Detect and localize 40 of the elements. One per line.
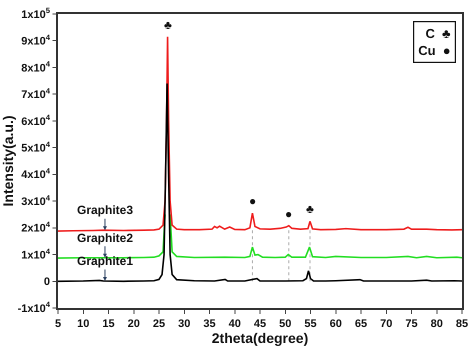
annotation: Graphite1 xyxy=(77,254,134,268)
y-tick-label: 0 xyxy=(44,276,50,288)
annotation: ♣ xyxy=(306,202,314,216)
y-tick-label: 9x10$^{4}$ xyxy=(21,32,51,48)
y-tick-label: 6x10$^{4}$ xyxy=(21,113,51,128)
line-series xyxy=(58,82,462,282)
y-tick-label: 8x10$^{4}$ xyxy=(21,60,51,74)
x-tick-label: 60 xyxy=(330,318,342,330)
annotation: C ♣ Cu ● xyxy=(418,26,452,58)
annotation: ● xyxy=(249,194,256,208)
x-tick-label: 40 xyxy=(228,318,241,330)
x-tick-label: 35 xyxy=(203,318,216,330)
x-axis-title: 2theta(degree) xyxy=(212,330,308,346)
annotation: Graphite3 xyxy=(77,203,134,217)
y-tick-label: 1x10$^{4}$ xyxy=(21,246,51,262)
x-tick-label: 25 xyxy=(152,318,166,330)
y-tick-label: 4x10$^{4}$ xyxy=(21,166,51,182)
y-tick-label: 1x10$^{5}$ xyxy=(21,6,51,21)
x-tick-label: 20 xyxy=(128,318,140,330)
annotation: ♣ xyxy=(164,18,172,32)
annotation: Graphite2 xyxy=(77,231,134,245)
x-tick-label: 10 xyxy=(77,318,90,330)
y-tick-label: 7x10$^{4}$ xyxy=(21,86,51,102)
annotation: ● xyxy=(285,207,292,221)
x-tick-label: 70 xyxy=(380,318,392,330)
y-tick-label: -1x10$^{4}$ xyxy=(18,300,51,315)
x-tick-label: 5 xyxy=(54,318,62,330)
x-tick-label: 45 xyxy=(254,318,266,330)
x-tick-label: 80 xyxy=(430,318,443,330)
x-tick-label: 75 xyxy=(405,318,418,330)
x-tick-label: 85 xyxy=(456,318,468,330)
x-tick-label: 65 xyxy=(354,318,368,330)
x-tick-label: 50 xyxy=(279,318,292,330)
x-tick-label: 30 xyxy=(178,318,190,330)
y-tick-label: 5x10$^{4}$ xyxy=(21,140,51,154)
x-tick-label: 15 xyxy=(102,318,115,330)
x-tick-label: 55 xyxy=(304,318,317,330)
y-axis-title: Intensity(a.u.) xyxy=(0,115,16,207)
y-tick-label: 3x10$^{4}$ xyxy=(21,193,51,208)
y-tick-label: 2x10$^{4}$ xyxy=(21,220,51,235)
